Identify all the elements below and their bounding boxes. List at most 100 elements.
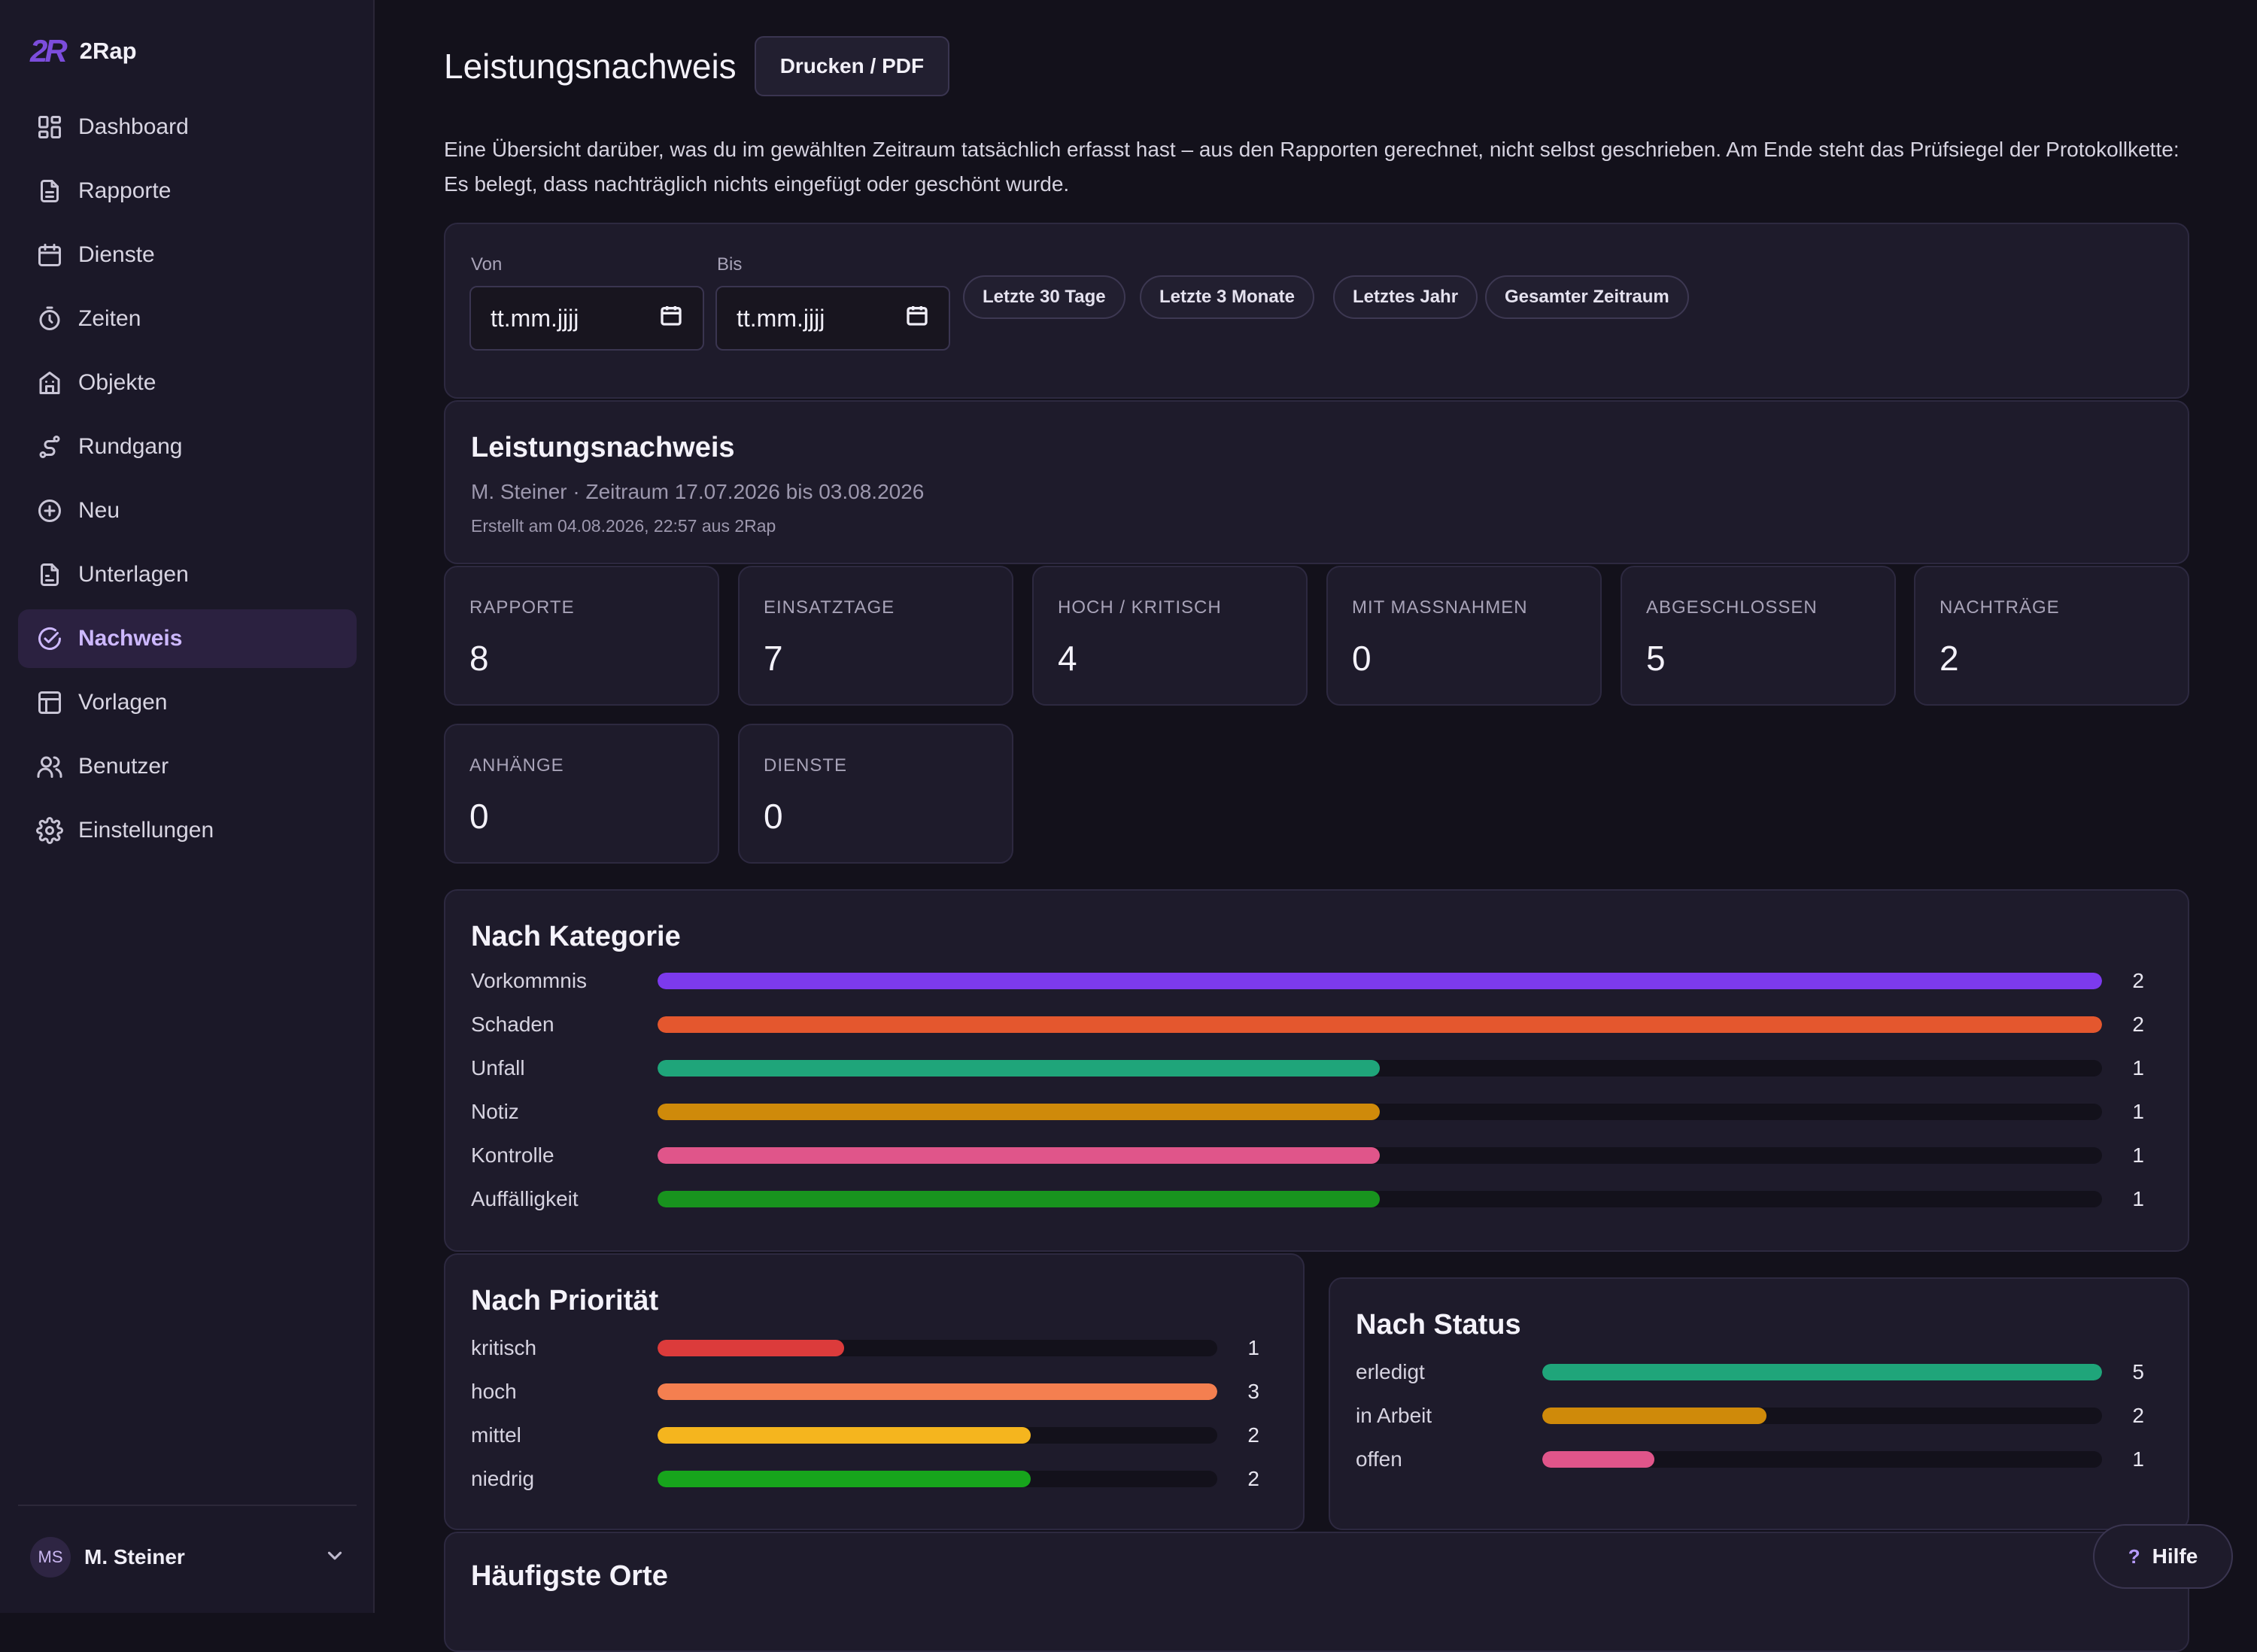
print-pdf-button[interactable]: Drucken / PDF [754,36,950,96]
sidebar-item-benutzer[interactable]: Benutzer [18,737,357,796]
bar-row: Auffälligkeit 1 [471,1184,2144,1214]
bar-fill [658,1016,2102,1033]
sidebar-item-label: Dashboard [78,114,189,139]
calendar-icon[interactable] [905,303,929,333]
places-title: Häufigste Orte [471,1560,668,1592]
bar-track [658,1060,2102,1077]
bar-value: 2 [2132,1013,2144,1036]
chart-nach-prioritaet: Nach Priorität kritisch 1 hoch 3 mittel 2 nied… [444,1253,1305,1530]
brand-name: 2Rap [79,38,137,64]
preset-last-year-button[interactable]: Letztes Jahr [1333,275,1478,319]
layout-icon [36,689,63,716]
sidebar-item-label: Objekte [78,370,156,395]
help-button[interactable]: ? Hilfe [2093,1524,2233,1589]
from-label: Von [471,254,503,275]
sidebar-item-label: Unterlagen [78,562,189,587]
bar-label: hoch [471,1380,517,1403]
bar-label: Unfall [471,1056,525,1080]
bar-track [658,1191,2102,1207]
bar-row: kritisch 1 [471,1333,1259,1363]
sidebar-item-einstellungen[interactable]: Einstellungen [18,801,357,860]
sidebar-item-neu[interactable]: Neu [18,481,357,540]
chevron-down-icon[interactable] [324,1544,346,1571]
bar-value: 2 [2132,1404,2144,1427]
sidebar-item-vorlagen[interactable]: Vorlagen [18,673,357,732]
stat-card-mit-massnahmen: MIT MASSNAHMEN 0 [1326,566,1602,706]
stat-value: 0 [764,797,783,836]
brand[interactable]: 2R 2Rap [30,33,137,69]
chart-title: Nach Priorität [471,1285,659,1316]
bar-value: 1 [1247,1336,1259,1359]
help-label: Hilfe [2152,1544,2198,1568]
bar-value: 1 [2132,1187,2144,1210]
sidebar-item-label: Nachweis [78,626,183,651]
preset-last-3-months-button[interactable]: Letzte 3 Monate [1140,275,1315,319]
bar-track [658,1104,2102,1120]
summary-meta: M. Steiner · Zeitraum 17.07.2026 bis 03.… [471,480,925,503]
preset-all-time-button[interactable]: Gesamter Zeitraum [1485,275,1689,319]
users-icon [36,753,63,780]
stat-card-einsatztage: EINSATZTAGE 7 [738,566,1013,706]
bar-track [1542,1364,2102,1380]
summary-title: Leistungsnachweis [471,432,735,463]
divider [18,1505,357,1506]
avatar: MS [30,1537,71,1578]
sidebar-item-rapporte[interactable]: Rapporte [18,162,357,220]
sidebar: 2R 2Rap Dashboard Rapporte Dienste Zeite… [0,0,375,1613]
sidebar-nav: Dashboard Rapporte Dienste Zeiten Objekt… [18,98,357,865]
from-date-value: tt.mm.jjjj [491,304,579,332]
stat-card-rapporte: RAPPORTE 8 [444,566,719,706]
dashboard-icon [36,114,63,141]
bar-track [658,1016,2102,1033]
sidebar-item-dashboard[interactable]: Dashboard [18,98,357,156]
sidebar-item-unterlagen[interactable]: Unterlagen [18,545,357,604]
bar-fill [658,973,2102,989]
title-row: Leistungsnachweis Drucken / PDF [444,36,950,96]
sidebar-item-label: Dienste [78,242,155,267]
sidebar-item-label: Rundgang [78,434,183,459]
stat-card-anhaenge: ANHÄNGE 0 [444,724,719,864]
sidebar-item-dienste[interactable]: Dienste [18,226,357,284]
sidebar-item-objekte[interactable]: Objekte [18,354,357,412]
check-circle-icon [36,625,63,652]
bar-track [658,973,2102,989]
to-date-value: tt.mm.jjjj [737,304,825,332]
preset-last-30-days-button[interactable]: Letzte 30 Tage [963,275,1125,319]
chart-nach-status: Nach Status erledigt 5 in Arbeit 2 offen 1 [1329,1277,2189,1530]
sidebar-item-label: Neu [78,498,120,523]
building-icon [36,369,63,396]
sidebar-item-rundgang[interactable]: Rundgang [18,418,357,476]
stat-card-dienste: DIENSTE 0 [738,724,1013,864]
stat-label: ABGESCHLOSSEN [1646,597,1818,618]
bar-row: Notiz 1 [471,1097,2144,1127]
bar-value: 2 [2132,969,2144,992]
bar-label: Auffälligkeit [471,1187,579,1210]
chart-title: Nach Status [1356,1309,1521,1341]
sidebar-item-zeiten[interactable]: Zeiten [18,290,357,348]
user-menu[interactable]: MS M. Steiner [30,1535,346,1580]
stat-value: 8 [469,639,489,678]
sidebar-item-nachweis[interactable]: Nachweis [18,609,357,668]
sidebar-item-label: Vorlagen [78,690,168,715]
bar-value: 5 [2132,1360,2144,1383]
bar-track [658,1383,1217,1400]
bar-track [658,1427,1217,1444]
from-date-input[interactable]: tt.mm.jjjj [469,286,704,351]
to-label: Bis [717,254,743,275]
calendar-icon[interactable] [659,303,683,333]
bar-fill [658,1427,1031,1444]
bar-track [658,1340,1217,1356]
stat-label: MIT MASSNAHMEN [1352,597,1528,618]
bar-row: erledigt 5 [1356,1357,2144,1387]
stopwatch-icon [36,305,63,333]
bar-fill [658,1383,1217,1400]
stat-value: 5 [1646,639,1666,678]
bar-label: Schaden [471,1013,554,1036]
to-date-input[interactable]: tt.mm.jjjj [715,286,950,351]
bar-fill [1542,1408,1766,1424]
bar-fill [658,1471,1031,1487]
bar-row: in Arbeit 2 [1356,1401,2144,1431]
stat-value: 7 [764,639,783,678]
bar-track [658,1147,2102,1164]
bar-row: Unfall 1 [471,1053,2144,1083]
